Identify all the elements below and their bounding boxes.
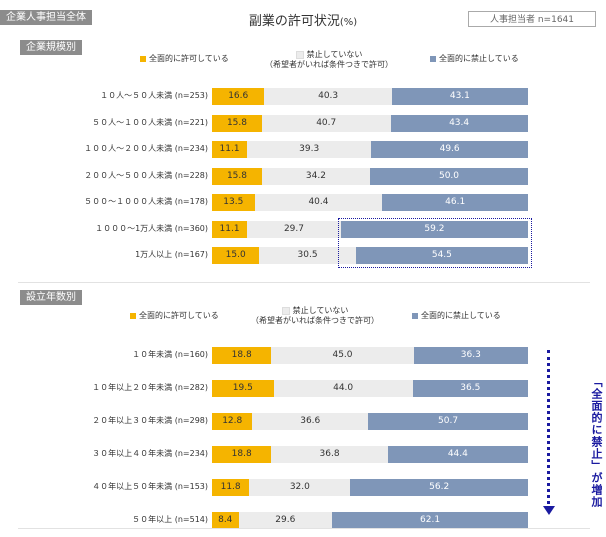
bar-segment-not-allowed: 36.8	[271, 446, 388, 463]
legend-prohibited: 全面的に禁止している	[430, 54, 519, 64]
increase-arrow-head-icon	[543, 506, 555, 515]
bar-segment-prohibited: 56.2	[350, 479, 528, 496]
bar-segment-not-allowed: 45.0	[271, 347, 414, 364]
legend-prohibited-swatch-2	[412, 312, 418, 319]
header-tag: 企業人事担当全体	[0, 10, 92, 25]
bar-segment-not-allowed: 36.6	[252, 413, 369, 430]
legend-allowed-label-2: 全面的に許可している	[139, 311, 219, 320]
bar-segment-not-allowed: 40.3	[264, 88, 392, 105]
bar-segment-not-allowed: 44.0	[273, 380, 413, 397]
bar-segment-allowed: 16.6	[212, 88, 265, 105]
legend-prohibited-swatch	[430, 55, 436, 62]
legend-allowed: 全面的に許可している	[140, 54, 229, 64]
section-divider	[18, 282, 590, 283]
bar-segment-prohibited: 36.5	[412, 380, 528, 397]
row-label: ２０年以上３０年未満 (n=298)	[92, 416, 208, 425]
bar-segment-prohibited: 43.1	[391, 88, 528, 105]
bar-segment-prohibited: 50.7	[368, 413, 528, 430]
bottom-divider	[18, 528, 590, 529]
row-label: ５０年以上 (n=514)	[132, 515, 208, 524]
bar-segment-prohibited: 36.3	[413, 347, 528, 364]
bar-segment-not-allowed: 30.5	[259, 247, 356, 264]
legend-not-allowed-swatch	[295, 50, 304, 59]
row-label: １００人～２００人未満 (n=234)	[84, 144, 208, 153]
legend-allowed-2: 全面的に許可している	[130, 311, 219, 321]
bar-segment-allowed: 8.4	[212, 512, 239, 529]
side-note: 「全面的に禁止」が増加	[590, 376, 603, 508]
legend-allowed-swatch	[140, 55, 146, 62]
bar-segment-allowed: 15.0	[212, 247, 260, 264]
bar-segment-not-allowed: 29.7	[247, 220, 341, 238]
bar-segment-prohibited: 62.1	[332, 512, 528, 529]
row-label: １０年以上２０年未満 (n=282)	[92, 383, 208, 392]
legend-allowed-label: 全面的に許可している	[149, 54, 229, 63]
row-label: ２００人～５００人未満 (n=228)	[84, 170, 208, 180]
legend-prohibited-label: 全面的に禁止している	[439, 54, 519, 63]
bar-segment-prohibited: 46.1	[382, 194, 528, 211]
bar-segment-not-allowed: 40.4	[254, 194, 383, 211]
bar-segment-allowed: 15.8	[212, 167, 262, 185]
legend-not-allowed-swatch-2	[281, 306, 290, 315]
bar-segment-not-allowed: 34.2	[261, 167, 370, 185]
legend-prohibited-2: 全面的に禁止している	[412, 311, 501, 321]
bar-segment-not-allowed: 32.0	[249, 479, 351, 496]
bar-segment-allowed: 18.8	[212, 347, 272, 364]
legend-not-allowed: 禁止していない （希望者がいれば条件つきで許可）	[264, 50, 394, 70]
bar-segment-prohibited: 43.4	[390, 114, 528, 132]
row-label: ５０人～１００人未満 (n=221)	[92, 117, 208, 127]
legend-not-allowed-sublabel: （希望者がいれば条件つきで許可）	[265, 60, 393, 69]
legend-allowed-swatch-2	[130, 312, 136, 319]
page-title-text: 副業の許可状況	[248, 14, 340, 29]
bar-segment-not-allowed: 29.6	[238, 512, 333, 529]
bar-segment-not-allowed: 39.3	[247, 141, 372, 158]
row-label: １０人～５０人未満 (n=253)	[100, 91, 208, 100]
bar-segment-allowed: 15.8	[212, 114, 262, 132]
bar-segment-prohibited: 50.0	[370, 167, 528, 185]
page-title-unit: (%)	[339, 17, 358, 28]
row-label: 1万人以上 (n=167)	[135, 250, 208, 259]
bar-segment-allowed: 11.1	[212, 220, 248, 238]
legend-not-allowed-sublabel-2: （希望者がいれば条件つきで許可）	[251, 316, 379, 325]
row-label: ３０年以上４０年未満 (n=234)	[92, 449, 208, 458]
row-label: １０年未満 (n=160)	[132, 350, 208, 359]
page-title: 副業の許可状況(%)	[0, 10, 606, 29]
row-label: ５００～１０００人未満 (n=178)	[84, 197, 208, 206]
bar-segment-allowed: 11.8	[212, 479, 250, 496]
increase-arrow	[547, 350, 550, 510]
bar-segment-allowed: 19.5	[212, 380, 274, 397]
section-title-company-size: 企業規模別	[20, 40, 82, 55]
bar-segment-prohibited: 44.4	[387, 446, 528, 463]
bar-segment-allowed: 11.1	[212, 141, 248, 158]
bar-segment-prohibited: 54.5	[355, 247, 528, 264]
bar-segment-allowed: 13.5	[212, 194, 255, 211]
bar-segment-allowed: 18.8	[212, 446, 272, 463]
row-label: ４０年以上５０年未満 (n=153)	[92, 482, 208, 491]
row-label: １０００～1万人未満 (n=360)	[95, 223, 208, 233]
respondent-count: 人事担当者 n=1641	[468, 11, 596, 27]
legend-not-allowed-2: 禁止していない （希望者がいれば条件つきで許可）	[250, 306, 380, 326]
section-title-years: 設立年数別	[20, 290, 82, 305]
bar-segment-not-allowed: 40.7	[261, 114, 391, 132]
legend-not-allowed-label: 禁止していない	[306, 50, 363, 59]
bar-segment-prohibited: 59.2	[340, 220, 528, 238]
bar-segment-allowed: 12.8	[212, 413, 253, 430]
bar-segment-prohibited: 49.6	[371, 141, 528, 158]
legend-prohibited-label-2: 全面的に禁止している	[421, 311, 501, 320]
legend-not-allowed-label-2: 禁止していない	[292, 306, 349, 315]
